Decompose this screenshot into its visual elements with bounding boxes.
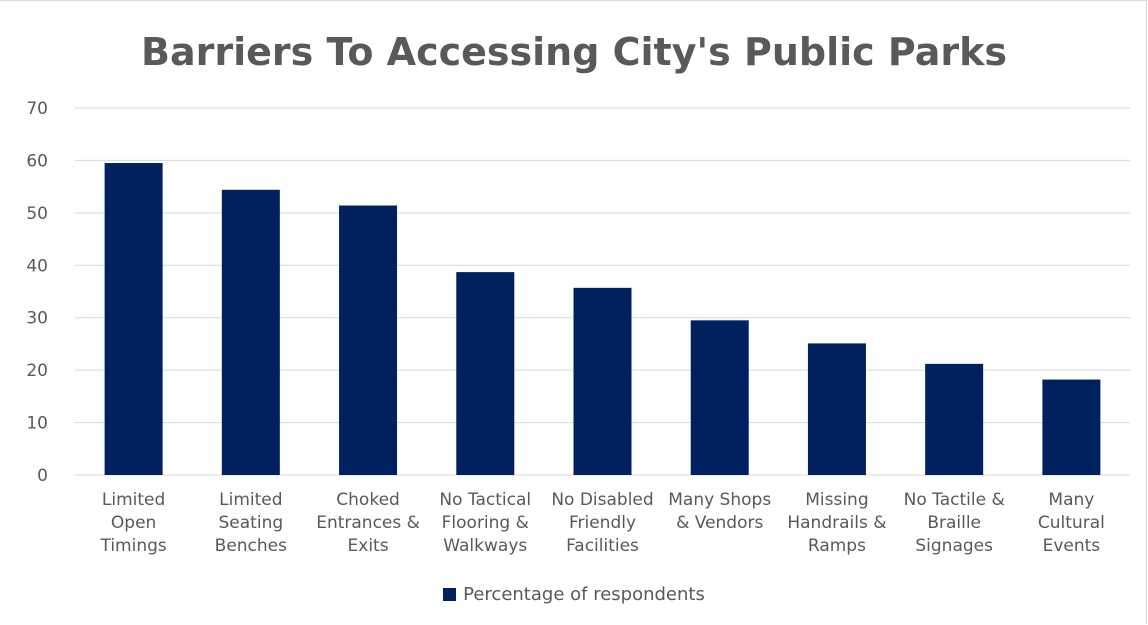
bar — [104, 163, 163, 476]
legend-swatch — [443, 588, 457, 601]
y-tick-label: 50 — [26, 204, 48, 224]
bar — [339, 205, 398, 475]
chart-title: Barriers To Accessing City's Public Park… — [140, 30, 1007, 74]
bars — [104, 163, 1101, 476]
bar — [925, 363, 984, 475]
bar — [690, 320, 749, 475]
x-category-label: Many Shops & Vendors — [668, 490, 771, 533]
y-tick-label: 30 — [26, 309, 48, 329]
x-axis-categories: Limited Open Timings Limited Seating Benches C… — [99, 490, 1104, 556]
y-tick-label: 10 — [26, 414, 48, 434]
x-category-label: No Tactile & Braille Signages — [904, 490, 1005, 556]
x-category-label: Limited Seating Benches — [215, 490, 287, 556]
bar — [1042, 379, 1101, 475]
x-category-label: Limited Open Timings — [99, 490, 166, 556]
y-tick-label: 60 — [26, 151, 48, 171]
y-tick-label: 0 — [37, 466, 48, 486]
y-tick-label: 20 — [26, 361, 48, 381]
bar — [221, 189, 280, 475]
bar — [456, 272, 515, 475]
x-category-label: No Disabled Friendly Facilities — [551, 490, 653, 556]
bar — [807, 343, 866, 475]
y-tick-label: 40 — [26, 256, 48, 276]
x-category-label: No Tactical Flooring & Walkways — [439, 490, 531, 556]
y-tick-label: 70 — [26, 99, 48, 119]
x-category-label: Many Cultural Events — [1038, 490, 1105, 556]
x-category-label: Missing Handrails & Ramps — [787, 490, 886, 556]
bar — [573, 287, 632, 475]
y-axis-ticks: 0 10 20 30 40 50 60 70 — [26, 99, 48, 486]
x-category-label: Choked Entrances & Exits — [316, 490, 420, 556]
legend-label: Percentage of respondents — [463, 584, 705, 605]
legend: Percentage of respondents — [0, 584, 1148, 605]
